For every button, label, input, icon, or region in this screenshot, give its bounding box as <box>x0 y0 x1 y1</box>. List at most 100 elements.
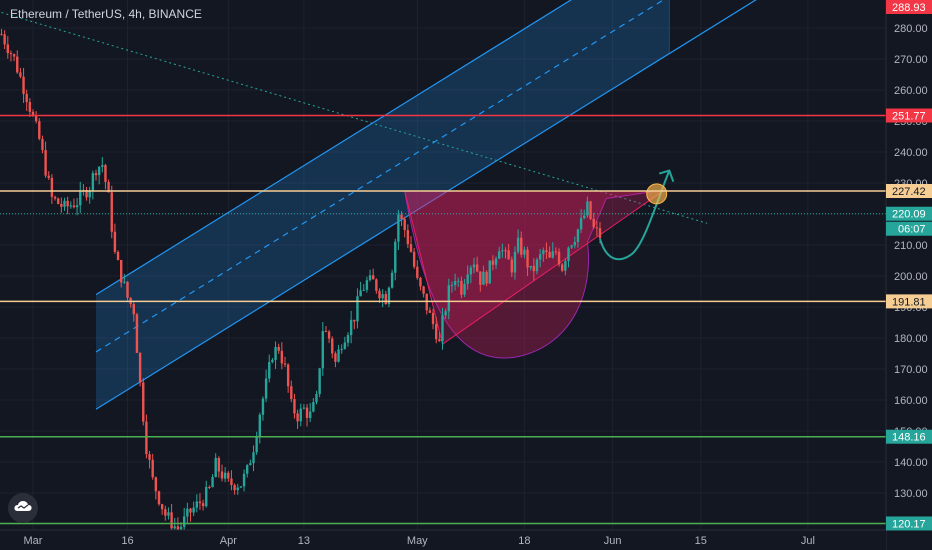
candle <box>176 526 180 530</box>
candle <box>151 459 154 478</box>
candle <box>220 471 224 479</box>
candle <box>331 338 334 354</box>
candle <box>296 413 299 422</box>
candle <box>160 504 164 510</box>
candle <box>561 264 564 271</box>
y-tick-label: 130.00 <box>894 488 928 500</box>
channel-lower-line <box>95 0 757 410</box>
x-tick-label: Apr <box>220 535 237 547</box>
candle <box>498 251 501 259</box>
candle <box>409 244 413 252</box>
candle <box>252 452 255 464</box>
candle <box>293 399 296 414</box>
chart-legend: Ethereum / TetherUS, 4h, BINANCE <box>10 7 202 21</box>
x-tick-label: 13 <box>298 535 310 547</box>
candle <box>397 214 400 242</box>
candle <box>523 249 526 255</box>
candle <box>101 165 104 167</box>
candle <box>491 260 495 265</box>
candle <box>315 393 318 403</box>
candle <box>431 312 435 325</box>
candle <box>516 237 520 252</box>
candle <box>302 407 306 409</box>
candle <box>394 241 397 273</box>
price-axis: 120.00130.00140.00150.00160.00170.00180.… <box>885 0 932 550</box>
y-tick-label: 140.00 <box>894 457 928 469</box>
candle <box>179 526 183 530</box>
candle <box>548 251 551 258</box>
candle <box>277 346 280 351</box>
candle <box>126 281 129 298</box>
candle <box>573 241 576 246</box>
candle <box>280 350 284 364</box>
candle <box>283 363 287 365</box>
candle <box>31 111 35 116</box>
candle <box>227 472 230 479</box>
price-label-box <box>886 429 932 444</box>
candle <box>60 203 63 207</box>
candle <box>551 251 554 258</box>
candle <box>513 251 517 273</box>
candle <box>123 281 126 283</box>
candle <box>264 378 268 399</box>
price-label-box <box>886 516 932 531</box>
candle <box>535 259 539 272</box>
candle <box>28 102 32 112</box>
candle <box>97 166 101 176</box>
candle <box>365 280 369 290</box>
candle <box>242 473 246 487</box>
candle <box>576 229 580 242</box>
candle <box>390 272 394 288</box>
candle <box>538 254 542 260</box>
candle <box>441 315 444 342</box>
countdown-label: 06:07 <box>898 224 926 236</box>
candle <box>0 34 3 36</box>
candle <box>66 200 69 207</box>
candle <box>447 285 450 312</box>
candle <box>422 286 425 294</box>
candle <box>510 259 513 273</box>
candle <box>438 339 441 342</box>
candle <box>107 181 110 193</box>
candle <box>53 196 57 199</box>
candle <box>79 190 82 206</box>
x-tick-label: 16 <box>121 535 133 547</box>
candle <box>567 247 570 262</box>
candle <box>3 34 6 45</box>
price-label-box <box>886 206 932 221</box>
y-tick-label: 240.00 <box>894 147 928 159</box>
y-tick-label: 160.00 <box>894 395 928 407</box>
candle <box>113 231 117 252</box>
y-tick-label: 180.00 <box>894 333 928 345</box>
candle <box>57 198 60 204</box>
candle <box>463 283 466 295</box>
candle <box>501 250 504 252</box>
y-tick-label: 200.00 <box>894 271 928 283</box>
candle <box>211 477 214 488</box>
candle <box>44 150 47 176</box>
candle <box>412 251 416 267</box>
time-axis: Mar 16 Apr 13 May 18 Jun 15 Jul <box>0 529 886 550</box>
candle <box>337 349 340 362</box>
candle <box>428 310 432 313</box>
candle <box>268 362 271 379</box>
candle <box>545 250 548 252</box>
candle <box>274 346 277 360</box>
candle <box>387 287 391 305</box>
candle <box>472 264 476 268</box>
plot-area <box>0 0 757 530</box>
candle <box>356 296 359 322</box>
candle <box>104 165 107 182</box>
candle <box>309 411 312 418</box>
candle <box>353 319 356 322</box>
candle <box>520 237 523 255</box>
candle <box>444 311 447 316</box>
candle <box>230 478 233 485</box>
tradingview-logo[interactable] <box>8 493 38 523</box>
candle <box>157 491 161 505</box>
candle <box>557 251 561 265</box>
price-label: 148.16 <box>892 432 926 444</box>
candle <box>145 421 148 455</box>
